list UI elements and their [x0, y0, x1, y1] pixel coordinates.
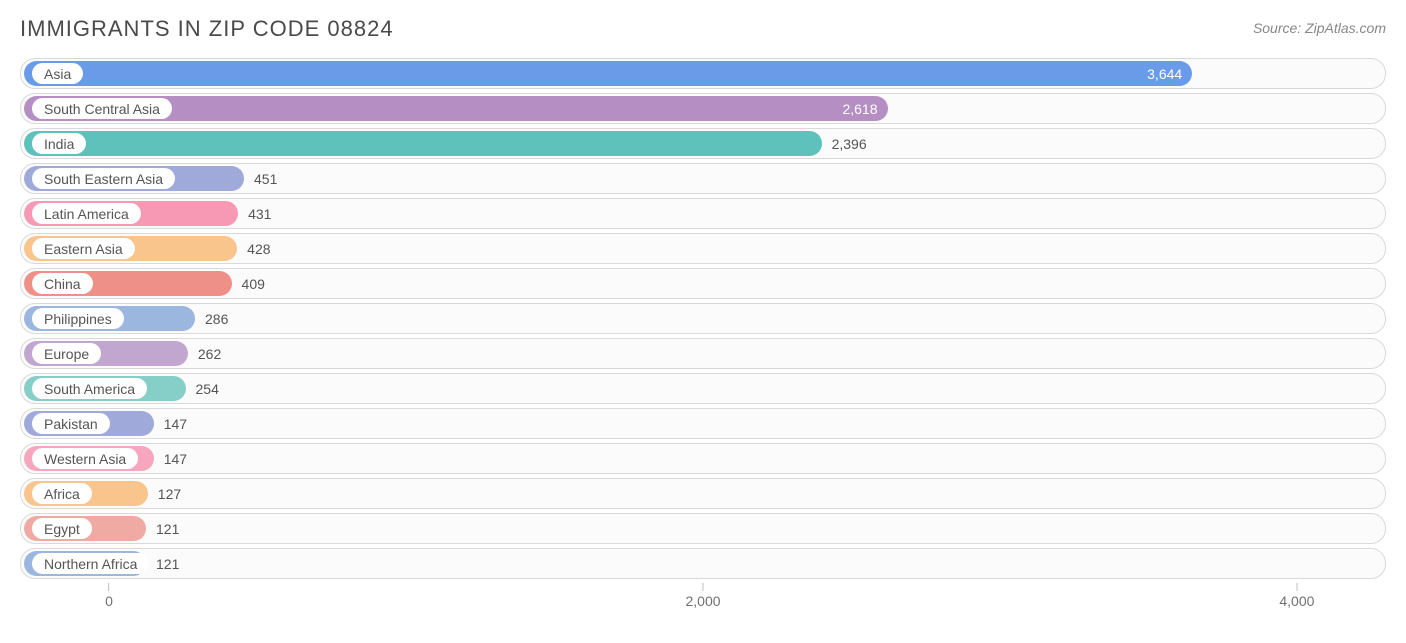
bar-category-label: Eastern Asia: [32, 238, 135, 259]
bar-row: South Central Asia 2,618: [20, 93, 1386, 124]
bar: China: [24, 271, 232, 296]
bar-row: Latin America 431: [20, 198, 1386, 229]
bar: Africa: [24, 481, 148, 506]
bar-value-label: 3,644: [1147, 66, 1182, 82]
bar-chart: Asia 3,644 South Central Asia 2,618 India 2,3…: [20, 58, 1386, 613]
bar: Europe: [24, 341, 188, 366]
bar-category-label: South America: [32, 378, 147, 399]
bar-value-label: 428: [247, 241, 270, 257]
bar-row: Egypt 121: [20, 513, 1386, 544]
bar: Latin America: [24, 201, 238, 226]
bar-category-label: India: [32, 133, 86, 154]
bar-value-label: 127: [158, 486, 181, 502]
chart-title: IMMIGRANTS IN ZIP CODE 08824: [20, 16, 394, 42]
bar-category-label: Egypt: [32, 518, 92, 539]
bar-row: Asia 3,644: [20, 58, 1386, 89]
bar: South Eastern Asia: [24, 166, 244, 191]
tick-mark: [702, 583, 703, 591]
bar-row: India 2,396: [20, 128, 1386, 159]
bar: Northern Africa: [24, 551, 146, 576]
bar-category-label: Europe: [32, 343, 101, 364]
bar: India: [24, 131, 822, 156]
bar-value-label: 254: [196, 381, 219, 397]
bar-row: Eastern Asia 428: [20, 233, 1386, 264]
bar-value-label: 121: [156, 556, 179, 572]
bar-value-label: 2,618: [842, 101, 877, 117]
bar-row: South Eastern Asia 451: [20, 163, 1386, 194]
bar-category-label: Latin America: [32, 203, 141, 224]
bar-value-label: 451: [254, 171, 277, 187]
bar-row: South America 254: [20, 373, 1386, 404]
x-axis-tick: 2,000: [685, 583, 720, 609]
bar-category-label: Pakistan: [32, 413, 110, 434]
tick-mark: [109, 583, 110, 591]
bar-category-label: South Eastern Asia: [32, 168, 175, 189]
bar: South Central Asia 2,618: [24, 96, 888, 121]
bar-row: Africa 127: [20, 478, 1386, 509]
bar: Eastern Asia: [24, 236, 237, 261]
bar-row: Northern Africa 121: [20, 548, 1386, 579]
bar-value-label: 147: [164, 451, 187, 467]
bar-row: Pakistan 147: [20, 408, 1386, 439]
bar-value-label: 121: [156, 521, 179, 537]
bar: Pakistan: [24, 411, 154, 436]
tick-label: 4,000: [1279, 593, 1314, 609]
bar-row: Europe 262: [20, 338, 1386, 369]
bar-category-label: Philippines: [32, 308, 124, 329]
bar-row: Western Asia 147: [20, 443, 1386, 474]
tick-mark: [1296, 583, 1297, 591]
bar: Asia 3,644: [24, 61, 1192, 86]
bar-value-label: 147: [164, 416, 187, 432]
x-axis: 0 2,000 4,000: [20, 583, 1386, 613]
tick-label: 0: [105, 593, 113, 609]
tick-label: 2,000: [685, 593, 720, 609]
bar-value-label: 262: [198, 346, 221, 362]
bar-category-label: South Central Asia: [32, 98, 172, 119]
bar-category-label: Asia: [32, 63, 83, 84]
bar-category-label: Western Asia: [32, 448, 138, 469]
bar-category-label: China: [32, 273, 93, 294]
x-axis-tick: 0: [105, 583, 113, 609]
bar-value-label: 286: [205, 311, 228, 327]
bar-value-label: 409: [242, 276, 265, 292]
bar: Egypt: [24, 516, 146, 541]
bar: Philippines: [24, 306, 195, 331]
bar-value-label: 431: [248, 206, 271, 222]
chart-source: Source: ZipAtlas.com: [1253, 20, 1386, 36]
bar-value-label: 2,396: [832, 136, 867, 152]
x-axis-tick: 4,000: [1279, 583, 1314, 609]
bar-row: China 409: [20, 268, 1386, 299]
bar-category-label: Northern Africa: [32, 553, 149, 574]
bar-row: Philippines 286: [20, 303, 1386, 334]
bar-category-label: Africa: [32, 483, 92, 504]
bar: Western Asia: [24, 446, 154, 471]
bar: South America: [24, 376, 186, 401]
chart-header: IMMIGRANTS IN ZIP CODE 08824 Source: Zip…: [20, 16, 1386, 42]
